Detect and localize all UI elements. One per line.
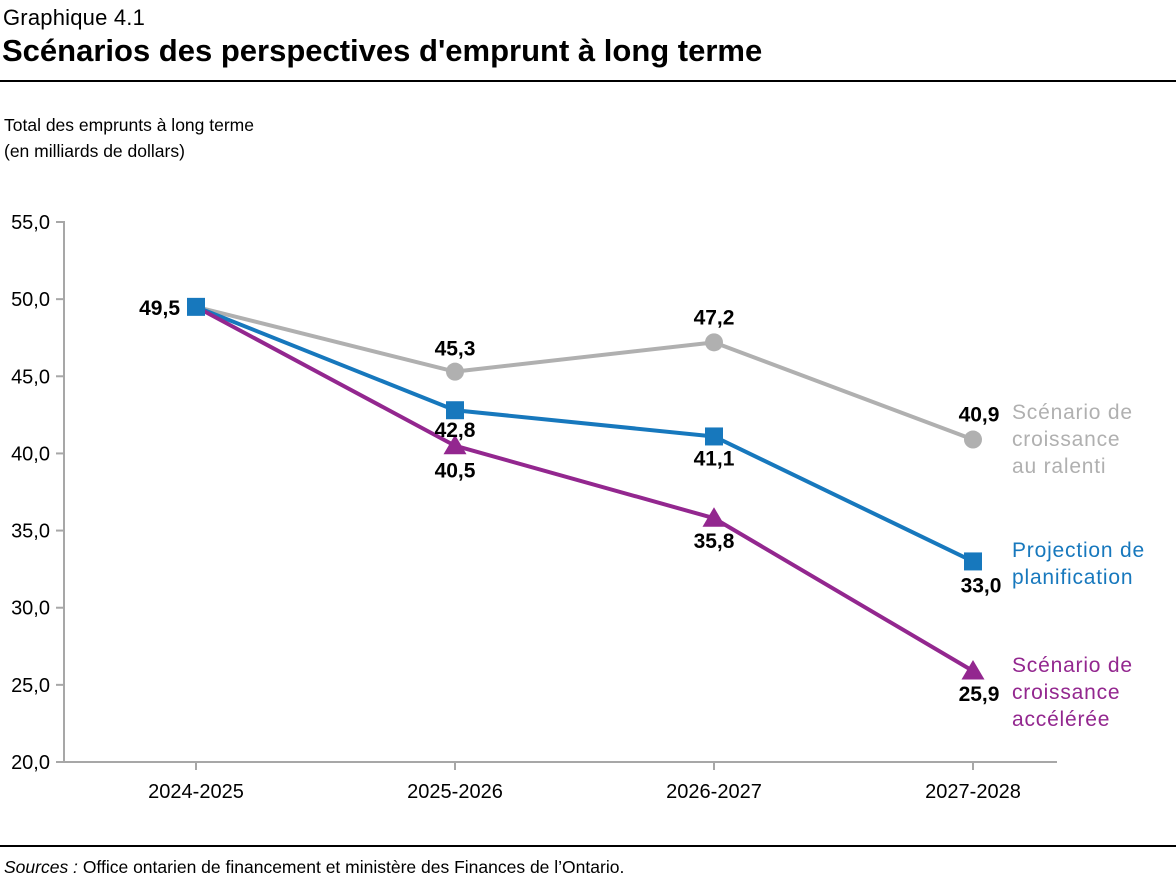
data-point-marker-projection-planification [705, 427, 723, 446]
x-tick-label: 2027-2028 [925, 781, 1021, 803]
series-line-scenario-croissance-ralenti [195, 304, 974, 442]
axis-units-label: Total des emprunts à long terme (en mill… [4, 112, 254, 164]
data-point-labels: 45,3 47,2 40,9 49,5 42,8 41,1 33,0 40,5 35,8 25,9 [139, 297, 1001, 706]
y-tick-label: 55,0 [11, 212, 50, 234]
legend-scenario-croissance-acceleree: Scénario de croissance accélérée [1012, 652, 1133, 733]
data-point-label-scenario-croissance-ralenti: 40,9 [959, 404, 1000, 427]
x-tick-label: 2026-2027 [666, 781, 762, 803]
y-tick-label: 25,0 [11, 675, 50, 697]
data-point-marker-projection-planification [446, 401, 464, 420]
data-point-marker-scenario-croissance-acceleree [961, 659, 985, 680]
data-point-label-projection-planification: 49,5 [139, 297, 180, 320]
y-tick-label: 40,0 [11, 443, 50, 465]
data-point-marker-scenario-croissance-acceleree [702, 507, 726, 527]
legend-line: planification [1012, 566, 1134, 589]
data-point-label-scenario-croissance-ralenti: 47,2 [694, 306, 735, 329]
source-note: Sources : Office ontarien de financement… [4, 857, 624, 878]
legend-projection-planification: Projection de planification [1012, 537, 1145, 591]
data-point-marker-scenario-croissance-acceleree [443, 434, 467, 455]
axis-units-line2: (en milliards de dollars) [4, 141, 185, 161]
data-point-label-scenario-croissance-acceleree: 35,8 [694, 530, 735, 553]
data-point-marker-projection-planification [964, 552, 982, 571]
data-point-marker-scenario-croissance-ralenti [705, 333, 723, 352]
chart-number: Graphique 4.1 [3, 5, 146, 30]
x-tick-label: 2025-2026 [407, 781, 503, 803]
legend-line: Projection de [1012, 539, 1145, 562]
data-point-marker-scenario-croissance-ralenti [446, 362, 464, 381]
legend-line: Scénario de [1012, 401, 1133, 424]
series-markers [187, 297, 985, 680]
title-divider [0, 80, 1176, 82]
y-tick-label: 45,0 [11, 366, 50, 388]
data-point-label-scenario-croissance-acceleree: 40,5 [435, 460, 476, 483]
legend-line: au ralenti [1012, 455, 1107, 478]
data-point-label-scenario-croissance-ralenti: 45,3 [435, 338, 476, 361]
data-point-label-scenario-croissance-acceleree: 25,9 [959, 683, 1000, 706]
data-point-marker-projection-planification [187, 297, 205, 316]
data-point-marker-scenario-croissance-ralenti [964, 430, 982, 449]
legend-line: croissance [1012, 428, 1121, 451]
chart-title: Scénarios des perspectives d'emprunt à l… [2, 33, 763, 68]
y-tick-label: 50,0 [11, 289, 50, 311]
axis-units-line1: Total des emprunts à long terme [4, 115, 254, 135]
data-point-label-projection-planification: 33,0 [961, 574, 1002, 597]
source-label: Sources : [4, 857, 78, 877]
legend-scenario-croissance-ralenti: Scénario de croissance au ralenti [1012, 399, 1133, 480]
y-tick-label: 20,0 [11, 752, 50, 774]
y-tick-label: 30,0 [11, 598, 50, 620]
footer-divider [0, 845, 1176, 847]
y-tick-label: 35,0 [11, 521, 50, 543]
axes: 20,0 25,0 30,0 35,0 40,0 45,0 50,0 55,0 2024-202… [11, 212, 1057, 803]
source-text: Office ontarien de financement et minist… [82, 857, 625, 877]
data-point-label-projection-planification: 42,8 [435, 419, 476, 442]
legend-line: croissance [1012, 681, 1121, 704]
data-point-label-projection-planification: 41,1 [694, 447, 735, 470]
series-line-projection-planification [195, 304, 974, 564]
series-line-scenario-croissance-acceleree [195, 305, 975, 673]
legend-line: Scénario de [1012, 654, 1133, 677]
legend-line: accélérée [1012, 708, 1111, 731]
x-tick-label: 2024-2025 [148, 781, 244, 803]
series-lines [195, 304, 975, 673]
